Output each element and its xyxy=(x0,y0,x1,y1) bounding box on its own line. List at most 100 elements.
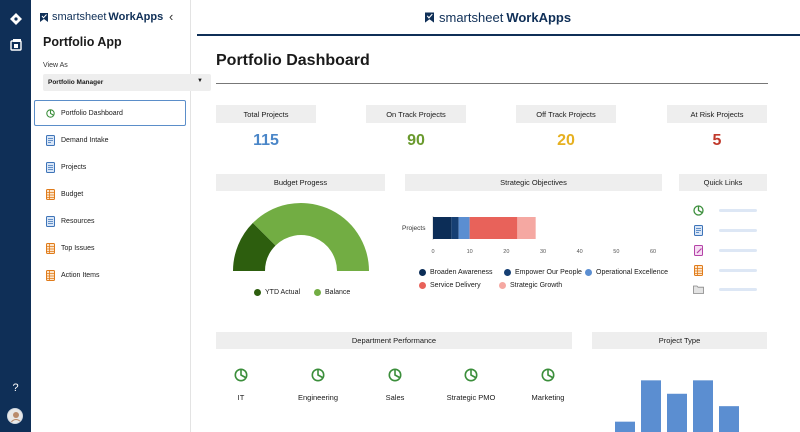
bar-segment-operational-excellence xyxy=(458,217,470,239)
department-label: Marketing xyxy=(531,393,565,402)
x-tick-label: 50 xyxy=(613,249,619,255)
department-label: Strategic PMO xyxy=(446,393,496,402)
sheet-icon xyxy=(46,215,55,227)
budget-legend: YTD Actual Balance xyxy=(254,289,350,296)
department-sales: Sales xyxy=(360,368,430,402)
sidebar-item-resources[interactable]: Resources xyxy=(34,208,186,234)
kpi-value: 20 xyxy=(557,132,575,149)
main-content: smartsheet WorkApps Portfolio Dashboard … xyxy=(197,0,800,432)
grid-sheet-icon xyxy=(46,269,55,281)
kpi-label: Off Track Projects xyxy=(516,105,616,123)
project-type-bar xyxy=(693,380,713,432)
kpi-label: Total Projects xyxy=(216,105,316,123)
legend-label: Service Delivery xyxy=(430,282,481,289)
gauge-segment-balance xyxy=(252,203,369,271)
row-label: Projects xyxy=(402,225,426,232)
legend-item: Service Delivery xyxy=(419,282,481,289)
pie-chart-icon xyxy=(311,368,325,382)
brand-logo: smartsheet WorkApps xyxy=(40,11,163,23)
sidebar-item-label: Portfolio Dashboard xyxy=(61,109,123,117)
department-label: IT xyxy=(237,393,245,402)
department-strategic-pmo: Strategic PMO xyxy=(436,368,506,402)
legend-swatch xyxy=(254,289,261,296)
kpi-off-track-projects: Off Track Projects 20 xyxy=(516,105,616,150)
sidebar-item-demand-intake[interactable]: Demand Intake xyxy=(34,127,186,153)
sidebar-item-portfolio-dashboard[interactable]: Portfolio Dashboard xyxy=(34,100,186,126)
legend-label: YTD Actual xyxy=(265,289,301,296)
bar-segment-empower-our-people xyxy=(451,217,459,239)
project-type-bar xyxy=(667,393,687,432)
grid-sheet-icon xyxy=(46,188,55,200)
brand-name: smartsheet xyxy=(52,11,107,23)
title-divider xyxy=(216,83,768,84)
legend-label: Strategic Growth xyxy=(510,282,563,289)
sidebar-item-label: Demand Intake xyxy=(61,136,109,144)
department-label: Sales xyxy=(385,393,405,402)
x-tick-label: 20 xyxy=(503,249,509,255)
kpi-value: 5 xyxy=(712,132,722,149)
kpi-value: 90 xyxy=(407,132,425,149)
project-type-bar xyxy=(719,406,739,432)
department-it: IT xyxy=(206,368,276,402)
legend-label: Empower Our People xyxy=(515,269,582,276)
sidebar: smartsheet WorkApps ‹ Portfolio App View… xyxy=(31,0,211,432)
form-icon xyxy=(694,224,703,236)
bar-segment-service-delivery xyxy=(469,217,518,239)
department-engineering: Engineering xyxy=(283,368,353,402)
kpi-label: At Risk Projects xyxy=(667,105,767,123)
quick-link-folder[interactable] xyxy=(693,282,773,296)
sidebar-item-projects[interactable]: Projects xyxy=(34,154,186,180)
project-type-chart xyxy=(615,380,739,432)
project-type-header: Project Type xyxy=(592,332,767,349)
quick-links-header: Quick Links xyxy=(679,174,767,191)
budget-progress-header: Budget Progess xyxy=(216,174,385,191)
kpi-on-track-projects: On Track Projects 90 xyxy=(366,105,466,150)
brand-product: WorkApps xyxy=(108,11,164,23)
sidebar-item-top-issues[interactable]: Top Issues xyxy=(34,235,186,261)
view-as-select[interactable]: Portfolio Manager ▼ xyxy=(43,74,211,91)
quick-link-form-edit[interactable] xyxy=(693,243,773,257)
user-avatar[interactable] xyxy=(7,408,23,424)
app-title: Portfolio App xyxy=(43,35,122,49)
diamond-nav-icon[interactable] xyxy=(8,11,23,26)
apps-icon[interactable] xyxy=(8,37,23,52)
department-marketing: Marketing xyxy=(513,368,583,402)
pie-chart-icon xyxy=(46,108,55,118)
legend-item: Broaden Awareness xyxy=(419,269,493,276)
kpi-at-risk-projects: At Risk Projects 5 xyxy=(667,105,767,150)
sidebar-item-action-items[interactable]: Action Items xyxy=(34,262,186,288)
x-tick-label: 10 xyxy=(467,249,473,255)
x-tick-label: 60 xyxy=(650,249,656,255)
left-rail: ? xyxy=(0,0,31,432)
strategic-legend: Broaden Awareness Empower Our People Ope… xyxy=(419,269,679,295)
brand-product: WorkApps xyxy=(506,10,572,25)
department-label: Engineering xyxy=(297,393,339,402)
smartsheet-logo-icon xyxy=(425,12,434,23)
grid-sheet-icon xyxy=(694,264,703,276)
bar-segment-broaden-awareness xyxy=(433,217,452,239)
view-as-label: View As xyxy=(43,62,68,69)
project-type-bar xyxy=(615,421,635,432)
smartsheet-logo-icon xyxy=(40,12,48,22)
sidebar-item-label: Projects xyxy=(61,163,87,171)
quick-link-portfolio-dashboard[interactable] xyxy=(693,203,773,217)
quick-link-sheet[interactable] xyxy=(693,263,773,277)
help-icon[interactable]: ? xyxy=(12,381,19,394)
top-brand-logo: smartsheet WorkApps xyxy=(425,10,571,25)
collapse-sidebar-icon[interactable]: ‹ xyxy=(169,9,174,24)
x-tick-label: 40 xyxy=(577,249,583,255)
bar-segment-strategic-growth xyxy=(517,217,536,239)
quick-link-form[interactable] xyxy=(693,223,773,237)
caret-down-icon: ▼ xyxy=(197,78,203,84)
budget-gauge-chart xyxy=(233,203,369,271)
sidebar-item-budget[interactable]: Budget xyxy=(34,181,186,207)
project-type-bar xyxy=(641,380,661,432)
strategic-objectives-header: Strategic Objectives xyxy=(405,174,662,191)
sidebar-item-label: Resources xyxy=(61,217,95,225)
department-performance-header: Department Performance xyxy=(216,332,572,349)
legend-label: Operational Excellence xyxy=(596,269,668,276)
pie-chart-icon xyxy=(693,204,704,216)
grid-sheet-icon xyxy=(46,242,55,254)
legend-item: Empower Our People xyxy=(504,269,582,276)
sidebar-item-label: Action Items xyxy=(61,271,100,279)
